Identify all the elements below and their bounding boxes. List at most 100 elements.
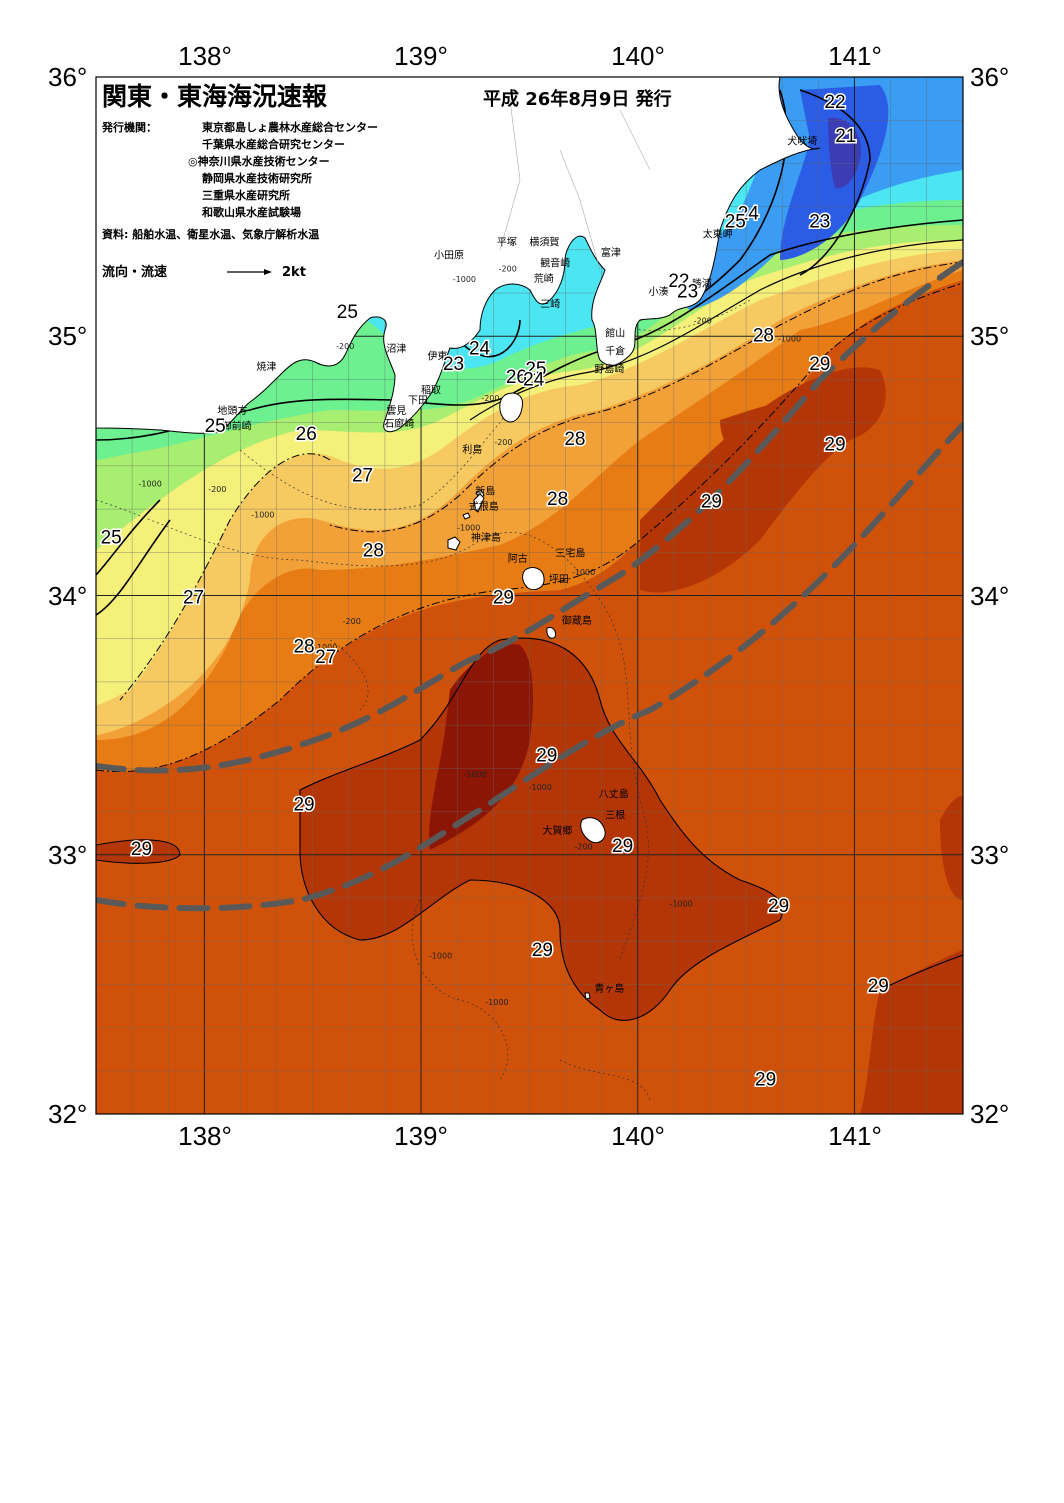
temperature-label: 22: [668, 271, 689, 292]
lon-label-139-bottom: 139°: [394, 1121, 448, 1151]
temperature-label: 29: [755, 1069, 776, 1090]
place-name-label: 三崎: [540, 298, 560, 311]
temperature-label: 24: [523, 370, 545, 391]
land-izu-oshima: [499, 392, 524, 423]
latitude-labels-left: 36° 35° 34° 33° 32°: [48, 62, 87, 1129]
depth-contour-1000: [96, 499, 651, 1101]
lon-label-140-bottom: 140°: [611, 1121, 665, 1151]
place-name-label: 新島: [475, 484, 495, 497]
depth-label: -200: [343, 617, 361, 626]
place-name-label: 八丈島: [599, 788, 629, 801]
longitude-labels-bottom: 138° 139° 140° 141°: [178, 1121, 882, 1151]
temperature-label: 28: [363, 541, 384, 562]
temperature-label: 24: [738, 204, 760, 225]
place-name-label: 荒崎: [534, 272, 554, 285]
land-aogashima: [584, 992, 591, 1000]
depth-label: -200: [208, 485, 226, 494]
issuer-item: 東京都島しょ農林水産総合センター: [202, 120, 378, 134]
place-name-label: 坪田: [549, 573, 569, 586]
place-name-label: 伊東: [428, 350, 448, 363]
land-kozushima: [447, 536, 461, 551]
kuroshio-south-edge: [96, 422, 963, 912]
lat-label-35-right: 35°: [970, 321, 1009, 351]
depth-label: -1000: [464, 770, 487, 779]
depth-label: -1000: [314, 643, 337, 652]
place-name-label: 三宅島: [555, 547, 585, 560]
depth-label: -200: [694, 316, 712, 325]
place-name-label: 阿古: [508, 552, 528, 565]
place-name-label: 太東岬: [703, 228, 733, 241]
temperature-label: 29: [493, 587, 514, 608]
issue-date: 平成 26年8月9日 発行: [483, 88, 672, 110]
longitude-labels-top: 138° 139° 140° 141°: [178, 41, 882, 71]
temperature-label: 27: [183, 587, 204, 608]
issuer-item: 和歌山県水産試験場: [202, 205, 301, 219]
isotherm-24-west: [96, 519, 171, 616]
temperature-label: 25: [337, 302, 358, 323]
place-name-label: 野島崎: [594, 363, 624, 376]
depth-label: -1000: [251, 511, 274, 520]
depth-label: -1000: [529, 783, 552, 792]
temperature-label: 26: [506, 367, 527, 388]
depth-label: -1000: [485, 998, 508, 1007]
kuroshio-axis: [96, 259, 963, 912]
place-name-label: 稲取: [421, 384, 441, 396]
place-name-label: 利島: [462, 443, 482, 456]
lon-label-138-bottom: 138°: [178, 1121, 232, 1151]
lat-label-35-left: 35°: [48, 321, 87, 351]
place-name-label: 地頭方: [217, 404, 247, 417]
temperature-label: 29: [768, 896, 789, 917]
place-name-label: 千倉: [605, 344, 625, 357]
map-frame: [95, 76, 964, 1115]
temperature-label: 28: [547, 489, 568, 510]
depth-contour-labels: -1000 -200 -200 -200 -1000 -200 -200 -1000 -200 -…: [139, 264, 802, 1007]
temperature-label: 26: [296, 424, 317, 445]
lat-label-34-left: 34°: [48, 581, 87, 611]
temperature-label: 23: [809, 211, 830, 232]
issuer-item: ◎神奈川県水産技術センター: [188, 154, 330, 168]
flow-legend-label: 流向・流速: [102, 264, 167, 280]
lon-label-139-top: 139°: [394, 41, 448, 71]
place-name-label: 神津島: [471, 531, 501, 544]
lat-label-32-left: 32°: [48, 1099, 87, 1129]
temperature-label: 29: [809, 354, 830, 375]
temperature-label: 25: [101, 528, 122, 549]
place-name-label: 雲見: [386, 405, 406, 417]
depth-label: -200: [481, 394, 499, 403]
place-name-label: 館山: [605, 326, 625, 339]
prefecture-boundary: [499, 99, 651, 271]
temperature-label: 28: [564, 429, 585, 450]
latitude-labels-right: 36° 35° 34° 33° 32°: [970, 62, 1009, 1129]
temperature-label: 29: [293, 795, 314, 816]
place-name-label: 沼津: [386, 342, 406, 355]
lon-label-141-bottom: 141°: [828, 1121, 882, 1151]
place-name-label: 式根島: [469, 500, 499, 513]
flow-arrow-icon: [227, 269, 272, 275]
map-header: 関東・東海海況速報 平成 26年8月9日 発行 発行機関： 東京都島しょ農林水産…: [101, 82, 672, 280]
lat-label-33-right: 33°: [970, 840, 1009, 870]
depth-contour-200: [239, 299, 751, 511]
data-sources: 資料: 船舶水温、衛星水温、気象庁解析水温: [102, 227, 319, 241]
issuer-heading: 発行機関：: [101, 120, 157, 134]
temperature-label: 27: [352, 465, 373, 486]
temperature-label: 25: [205, 416, 226, 437]
land-areas: [95, 76, 821, 1000]
depth-label: -200: [336, 342, 354, 351]
depth-label: -1000: [572, 568, 595, 577]
temperature-label: 29: [131, 839, 152, 860]
place-name-label: 御前崎: [222, 420, 252, 433]
coastline-details: [499, 99, 651, 271]
temperature-label: 29: [701, 491, 722, 512]
isotherm-22: [799, 89, 871, 276]
place-name-label: 横須賀: [529, 236, 559, 249]
depth-label: -200: [494, 438, 512, 447]
isotherm-25-west: [96, 499, 161, 576]
place-name-label: 小湊: [649, 285, 669, 298]
isotherm-27: [119, 453, 331, 701]
depth-label: -1000: [453, 275, 476, 284]
depth-label: -1000: [429, 951, 452, 960]
place-name-label: 御蔵島: [562, 614, 592, 627]
place-name-label: 富津: [601, 246, 621, 259]
lat-label-32-right: 32°: [970, 1099, 1009, 1129]
